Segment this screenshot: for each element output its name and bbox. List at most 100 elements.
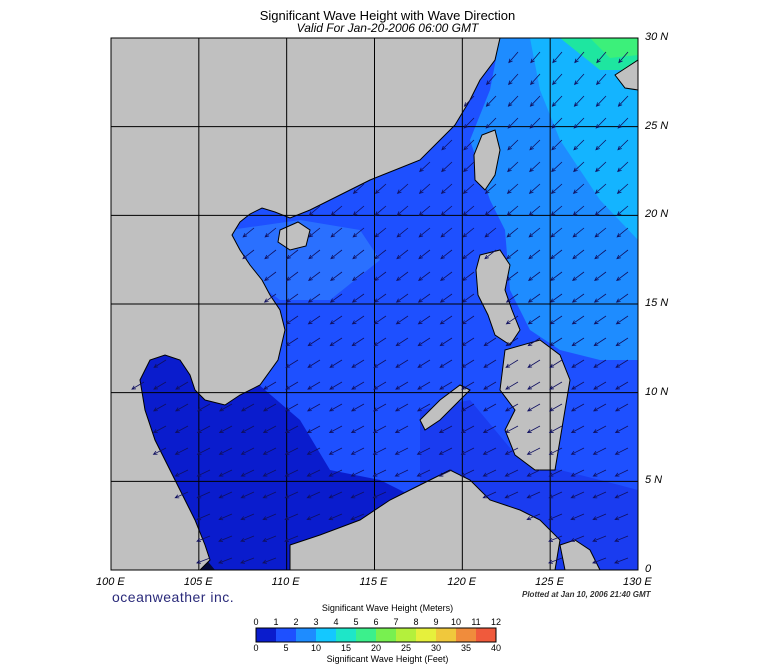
wave-arrow (218, 513, 233, 521)
wave-arrow (439, 315, 453, 325)
wave-arrow (308, 227, 321, 238)
wave-arrow (306, 513, 321, 521)
wave-arrow (306, 491, 321, 499)
wave-arrow (174, 491, 189, 499)
wave-arrow (507, 139, 519, 151)
wave-arrow (505, 315, 519, 325)
feet-tick: 0 (253, 643, 259, 653)
brand-logo: oceanweather inc. (112, 589, 235, 605)
wave-arrow (592, 491, 607, 499)
wave-arrow (196, 513, 211, 521)
wave-arrow (153, 359, 167, 368)
wave-arrow (350, 403, 365, 412)
wave-arrow (306, 447, 321, 455)
wave-arrow (530, 51, 541, 64)
wave-arrow (551, 161, 563, 173)
wave-arrow (396, 227, 409, 238)
colorbar-swatch (376, 628, 397, 642)
latitude-label: 25 N (645, 119, 669, 132)
wave-arrow (374, 271, 387, 281)
wave-arrow (418, 271, 431, 281)
wave-arrow (529, 139, 541, 151)
wave-arrow (284, 447, 299, 455)
wave-arrow (174, 403, 189, 412)
wave-arrow (484, 205, 497, 216)
wave-arrow (196, 469, 211, 477)
wave-arrow (549, 293, 563, 303)
feet-tick: 35 (460, 643, 472, 653)
colorbar-swatch (256, 628, 277, 642)
wave-arrow (463, 139, 475, 151)
wave-arrow (417, 315, 431, 325)
wave-arrow (285, 337, 299, 347)
wave-arrow (329, 359, 343, 368)
wave-arrow (482, 447, 497, 455)
latitude-label: 5 N (645, 474, 663, 487)
wave-arrow (551, 139, 563, 151)
meters-tick: 1 (273, 617, 279, 627)
wave-arrow (594, 183, 607, 194)
wave-arrow (372, 469, 387, 477)
wave-arrow (329, 315, 343, 325)
wave-arrow (548, 403, 563, 412)
wave-arrow (573, 95, 585, 107)
wave-arrow (526, 425, 541, 434)
wave-arrow (614, 403, 629, 412)
wave-arrow (460, 447, 475, 455)
wave-arrow (372, 425, 387, 434)
colorbar-swatch (436, 628, 457, 642)
wave-arrow (573, 161, 585, 173)
wave-arrow (505, 381, 519, 390)
wave-arrow (374, 227, 387, 238)
colorbar-swatch (316, 628, 337, 642)
wave-arrow (240, 491, 255, 499)
wave-arrow (504, 491, 519, 499)
wave-arrow (595, 117, 607, 129)
wave-arrow (308, 271, 321, 281)
wave-arrow (462, 271, 475, 281)
wave-arrow (439, 293, 453, 303)
wave-arrow (616, 183, 629, 194)
wave-arrow (439, 337, 453, 347)
wave-arrow (438, 447, 453, 455)
meters-tick: 10 (450, 617, 462, 627)
wave-arrow (571, 315, 585, 325)
wave-arrow (240, 557, 255, 564)
wave-arrow (614, 491, 629, 499)
japan-ryukyu (614, 59, 638, 91)
longitude-label: 105 E (183, 576, 213, 588)
wave-arrow (463, 95, 475, 107)
wave-arrow (330, 205, 343, 216)
wave-arrow (218, 557, 233, 564)
wave-arrow (307, 315, 321, 325)
wave-arrow (174, 447, 189, 455)
wave-arrow (394, 425, 409, 434)
wave-arrow (131, 381, 145, 390)
wave-arrow (548, 535, 563, 542)
wave-arrow (394, 447, 409, 455)
wave-arrow (616, 271, 629, 281)
wave-arrow (461, 381, 475, 390)
wave-arrow (570, 535, 585, 542)
wave-arrow (262, 403, 277, 412)
wave-arrow (262, 535, 277, 542)
wave-arrow (218, 469, 233, 477)
wave-arrow (352, 227, 365, 238)
wave-arrow (461, 337, 475, 347)
wave-arrow (548, 469, 563, 477)
wave-arrow (528, 271, 541, 281)
wave-arrow (505, 293, 519, 303)
wave-arrow (592, 557, 607, 564)
wave-arrow (416, 469, 431, 477)
latitude-label: 30 N (645, 31, 669, 43)
wave-arrow (504, 425, 519, 434)
wave-arrow (396, 183, 409, 194)
wave-arrow (505, 359, 519, 368)
feet-tick: 15 (340, 643, 352, 653)
meters-tick: 7 (393, 617, 399, 627)
mindanao-visayas (499, 339, 571, 471)
wave-arrow (373, 337, 387, 347)
wave-arrow (196, 557, 211, 564)
wave-arrow (529, 95, 541, 107)
